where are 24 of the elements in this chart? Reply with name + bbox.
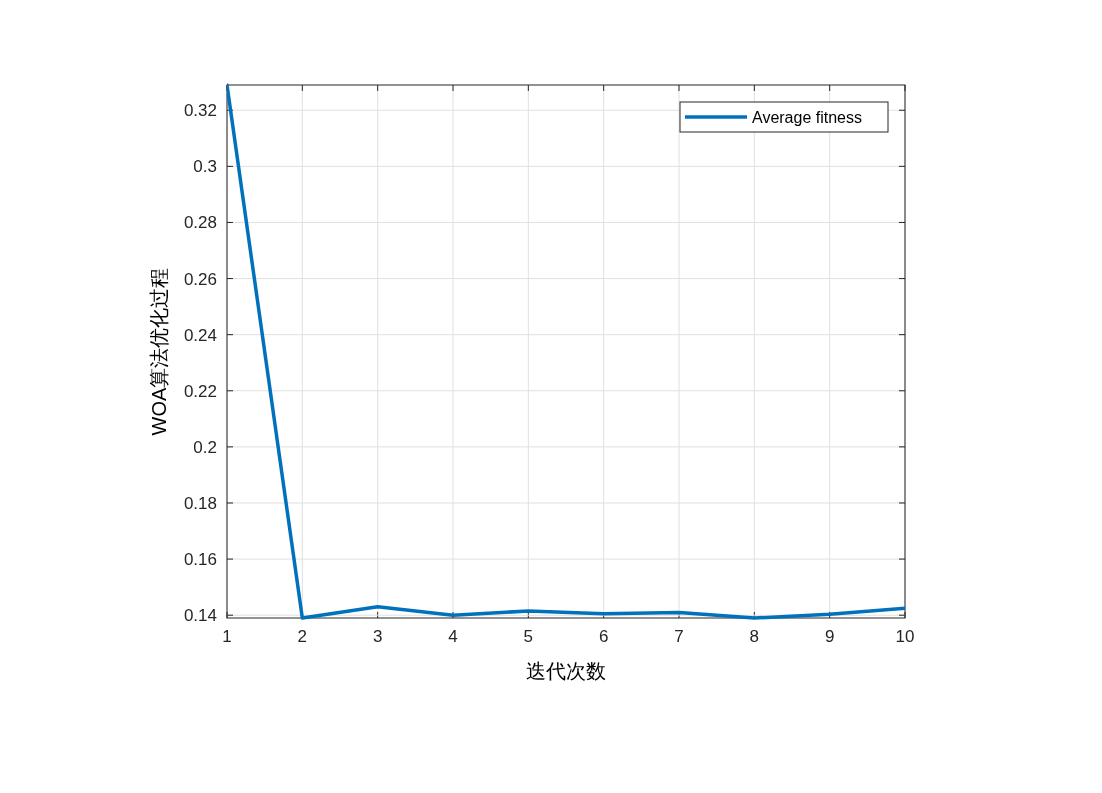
y-tick-label: 0.22 [183,381,217,401]
y-tick-label: 0.24 [183,325,217,345]
x-tick-label: 8 [749,627,760,646]
x-axis-title: 迭代次数 [526,659,606,683]
x-tick-label: 2 [297,627,308,646]
x-tick-label: 9 [824,627,835,646]
y-tick-label: 0.18 [183,493,217,513]
x-tick-label: 5 [523,627,534,646]
y-tick-label: 0.32 [183,101,217,121]
line-series [227,83,905,620]
y-tick-label: 0.2 [193,437,217,457]
y-tick-label: 0.14 [183,606,217,626]
x-tick-label: 10 [895,627,915,646]
x-tick-label: 4 [448,627,458,646]
y-tick-label: 0.3 [193,157,217,177]
legend-label: Average fitness [752,109,862,126]
y-tick-label: 0.26 [183,269,217,289]
x-tick-label: 7 [674,627,684,646]
y-tick-label: 0.16 [183,550,217,570]
x-tick-label: 3 [372,627,383,646]
y-tick-label: 0.28 [183,213,217,233]
y-axis-title: WOA算法优化过程 [148,267,170,436]
x-tick-label: 1 [222,627,232,646]
x-tick-label: 6 [598,627,609,646]
